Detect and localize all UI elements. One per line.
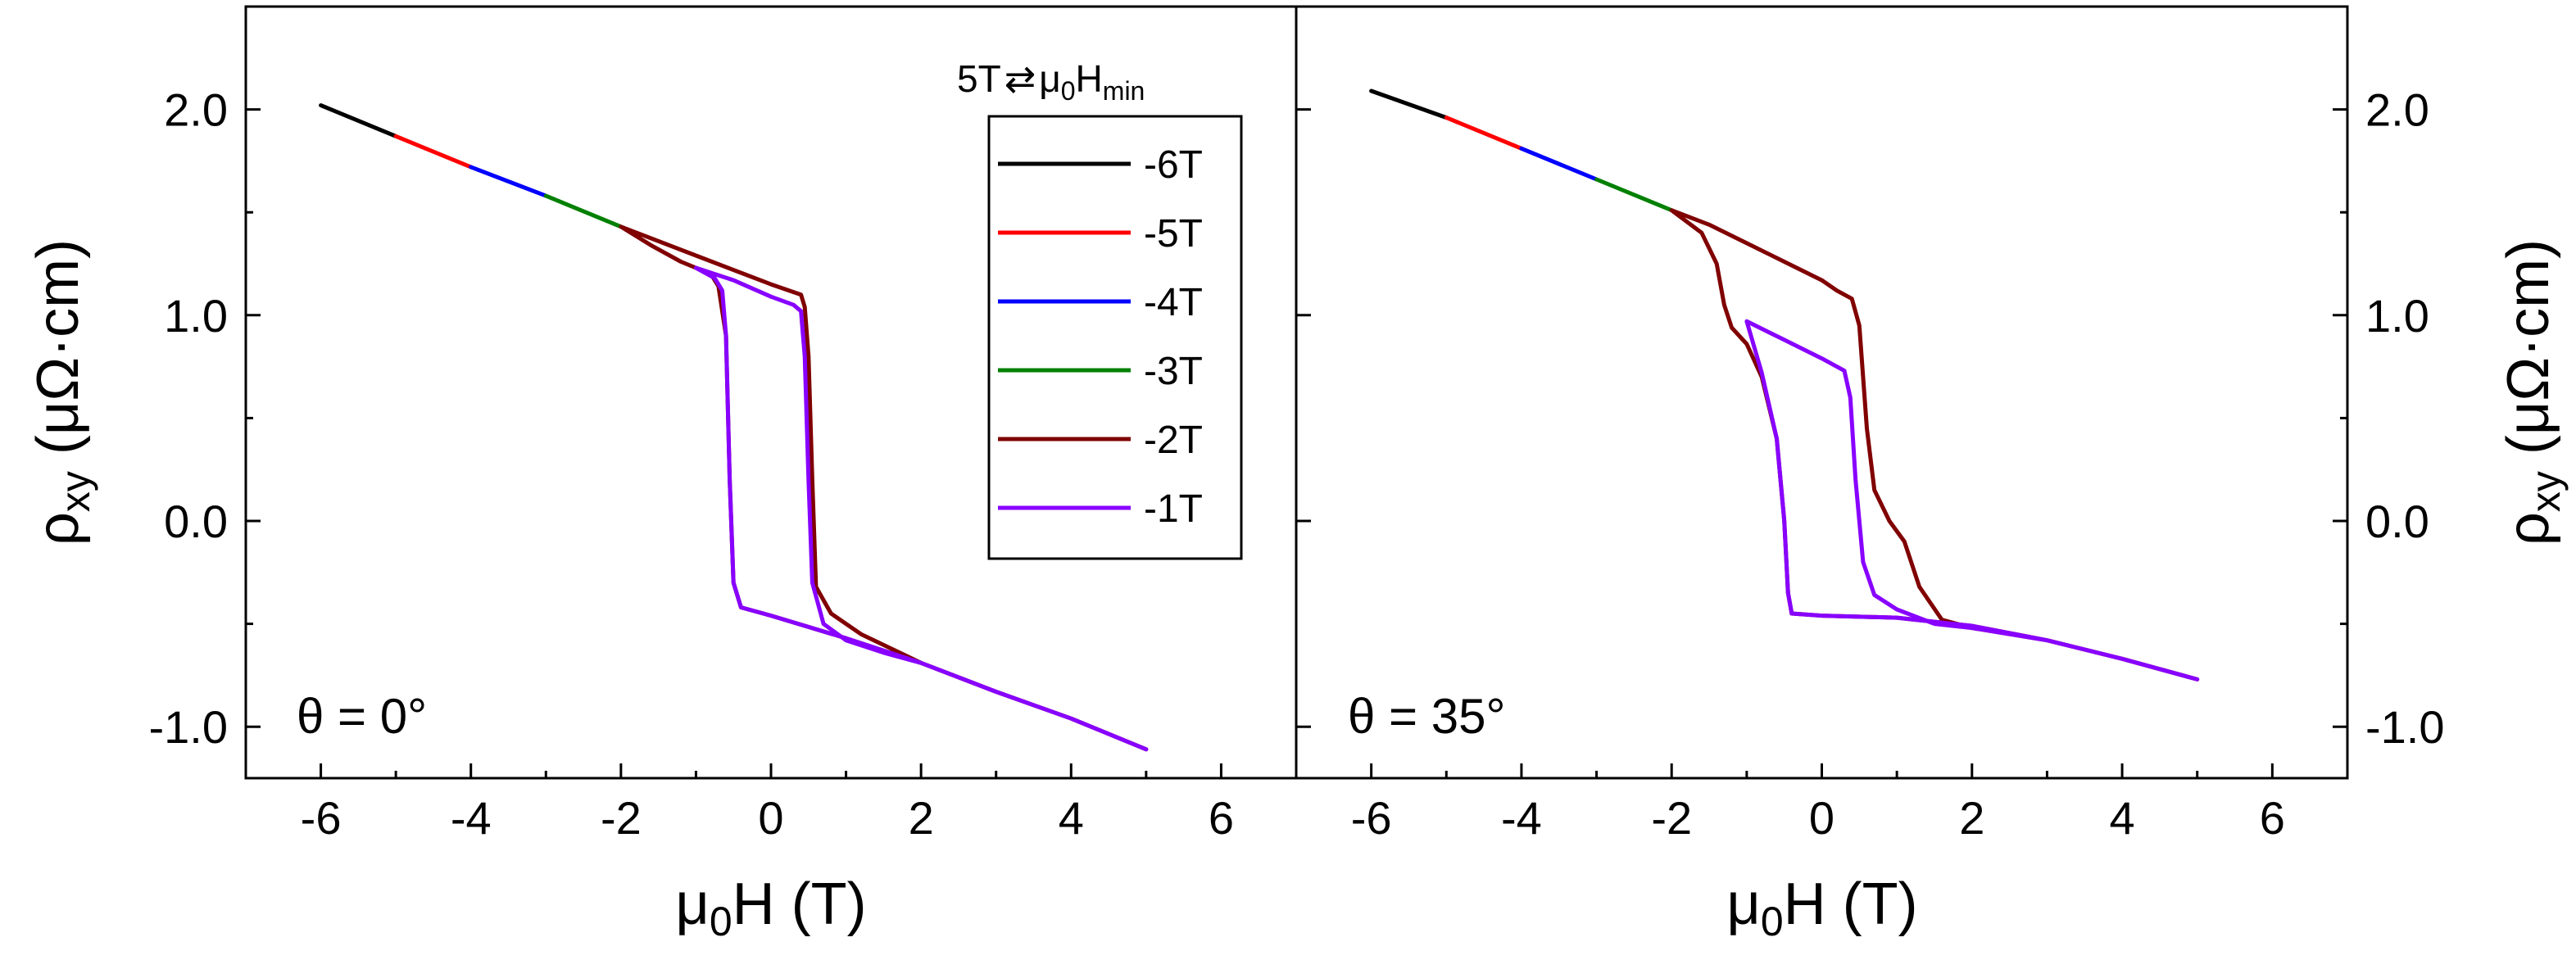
legend-title-sub0: 0 bbox=[1061, 76, 1076, 106]
right-y-tick-label: -1.0 bbox=[2365, 701, 2445, 753]
left-y-tick-label: 1.0 bbox=[164, 290, 228, 342]
right-x-tick-label: 6 bbox=[2260, 792, 2285, 844]
right-series--6T bbox=[1369, 88, 1449, 120]
right-x-tick-label: 2 bbox=[1959, 792, 1984, 844]
left-y-title-sub: xy bbox=[52, 471, 98, 512]
legend-label--2T: -2T bbox=[1144, 419, 1203, 462]
left-x-axis-title: μ0H (T) bbox=[675, 872, 866, 944]
left-y-tick-label: -1.0 bbox=[149, 701, 229, 753]
legend-title-arrows: ⇄ bbox=[1005, 57, 1036, 100]
legend-title-min: min bbox=[1103, 76, 1145, 106]
legend-title-mu: μ bbox=[1039, 57, 1061, 100]
left-y-title-rho: ρ bbox=[25, 512, 91, 546]
left-x-title-rest: H (T) bbox=[732, 872, 867, 937]
left-series--1T bbox=[693, 265, 1149, 752]
left-x-tick-label: 6 bbox=[1209, 792, 1234, 844]
left-x-title-sub: 0 bbox=[710, 899, 732, 944]
legend-label--1T: -1T bbox=[1144, 487, 1203, 531]
right-y-tick-label: 0.0 bbox=[2365, 496, 2429, 547]
right-y-title-unit: (μΩ·cm) bbox=[2496, 239, 2561, 471]
left-y-axis-title: ρxy (μΩ·cm) bbox=[25, 239, 98, 546]
legend-items: -6T -5T -4T -3T -2T -1T bbox=[998, 143, 1203, 531]
left-axis-ticks: -6 -4 -2 0 2 4 6 -1.0 0.0 1.0 2.0 bbox=[149, 5, 1298, 844]
right-y-tick-label: 2.0 bbox=[2365, 84, 2429, 136]
right-series--1T bbox=[1744, 319, 2200, 682]
legend-label--4T: -4T bbox=[1144, 281, 1203, 324]
right-y-tick-label: 1.0 bbox=[2365, 290, 2429, 342]
left-x-tick-label: -4 bbox=[451, 792, 492, 844]
legend-label--3T: -3T bbox=[1144, 350, 1203, 393]
right-panel: -6 -4 -2 0 2 4 6-1.00.01.02.0 θ = 35° μ0H (T) … bbox=[1295, 5, 2569, 944]
right-x-tick-label: 0 bbox=[1809, 792, 1834, 844]
left-angle-annotation: θ = 0° bbox=[297, 689, 427, 744]
right-axis-ticks: -6 -4 -2 0 2 4 6 -1.0 0.0 1.0 2.0 bbox=[1295, 5, 2445, 844]
right-series--4T bbox=[1519, 146, 1599, 182]
right-x-axis-title: μ0H (T) bbox=[1726, 872, 1917, 944]
right-y-title-rho: ρ bbox=[2496, 512, 2561, 546]
left-y-title-unit: (μΩ·cm) bbox=[25, 239, 91, 471]
left-x-tick-label: 4 bbox=[1059, 792, 1084, 844]
left-y-tick-label: 2.0 bbox=[164, 84, 228, 136]
left-x-tick-label: -2 bbox=[601, 792, 642, 844]
right-x-tick-label: -4 bbox=[1501, 792, 1542, 844]
left-series--3T bbox=[543, 193, 624, 229]
right-series--3T bbox=[1594, 177, 1674, 213]
legend-label--6T: -6T bbox=[1144, 143, 1203, 187]
right-series--5T bbox=[1444, 115, 1524, 151]
right-plot-series bbox=[1369, 88, 2200, 682]
legend-label--5T: -5T bbox=[1144, 212, 1203, 256]
right-series--2T bbox=[1669, 208, 2200, 682]
left-plot-series bbox=[319, 103, 1149, 752]
left-x-tick-label: 2 bbox=[909, 792, 934, 844]
right-x-title-sub: 0 bbox=[1761, 899, 1784, 944]
left-series--6T bbox=[319, 103, 398, 138]
right-y-title-sub: xy bbox=[2523, 471, 2569, 512]
left-y-tick-label: 0.0 bbox=[164, 496, 228, 547]
legend-title: 5T⇄μ0Hmin bbox=[957, 57, 1145, 106]
left-panel: -6 -4 -2 0 2 4 6-1.00.01.02.0 θ = 0° μ0H (T) ρ… bbox=[25, 5, 1298, 944]
right-x-tick-label: -6 bbox=[1351, 792, 1392, 844]
left-x-tick-label: -6 bbox=[301, 792, 342, 844]
left-series--4T bbox=[469, 165, 548, 198]
right-angle-annotation: θ = 35° bbox=[1348, 689, 1505, 744]
legend-title-start: 5T bbox=[957, 57, 1001, 100]
left-x-tick-label: 0 bbox=[758, 792, 783, 844]
right-x-title-rest: H (T) bbox=[1784, 872, 1918, 937]
legend-title-h: H bbox=[1076, 57, 1103, 100]
legend: 5T⇄μ0Hmin -6T -5T -4T -3T -2T -1T bbox=[957, 57, 1243, 560]
left-series--5T bbox=[393, 134, 474, 170]
right-x-tick-label: -2 bbox=[1651, 792, 1692, 844]
left-x-title-mu: μ bbox=[675, 872, 709, 937]
right-x-title-mu: μ bbox=[1726, 872, 1760, 937]
legend-box bbox=[987, 115, 1243, 560]
right-x-tick-label: 4 bbox=[2109, 792, 2134, 844]
right-y-axis-title: ρxy (μΩ·cm) bbox=[2496, 239, 2569, 546]
